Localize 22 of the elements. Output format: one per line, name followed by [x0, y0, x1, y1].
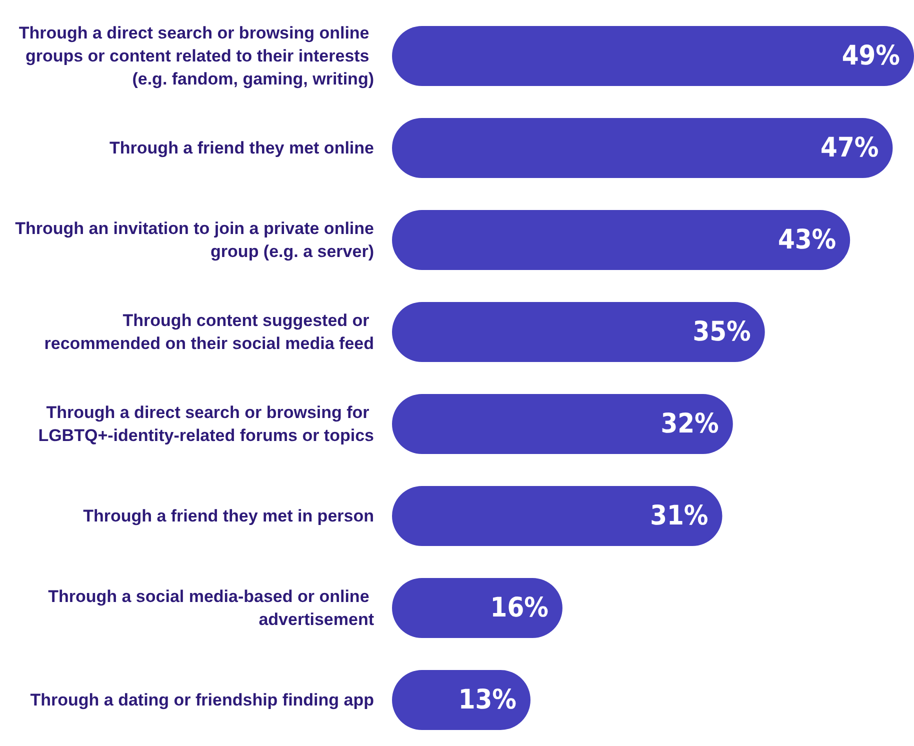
- data-label: 43%: [778, 224, 836, 256]
- y-tick-label: Through a direct search or browsing for LGBTQ+-identity-related forums or topics: [38, 403, 374, 445]
- y-tick-label: Through a friend they met online: [110, 138, 374, 158]
- data-label: 16%: [490, 592, 548, 624]
- data-label: 47%: [820, 132, 879, 164]
- bar: [392, 394, 733, 454]
- data-label: 13%: [458, 684, 516, 716]
- y-tick-label: Through an invitation to join a private online group (e.g. a server): [15, 219, 374, 261]
- data-label: 31%: [650, 500, 708, 532]
- y-tick-label: Through a social media-based or online advertisement: [48, 587, 374, 629]
- data-label: 35%: [692, 316, 751, 348]
- y-tick-label: Through a dating or friendship finding app: [30, 690, 374, 710]
- data-label: 32%: [660, 408, 719, 440]
- data-label: 49%: [842, 40, 900, 72]
- y-tick-label: Through content suggested or recommended on their social media feed: [44, 311, 374, 353]
- bar: [392, 118, 893, 178]
- bar: [392, 210, 850, 270]
- bar: [392, 302, 765, 362]
- y-tick-label: Through a friend they met in person: [83, 506, 374, 526]
- bar: [392, 486, 722, 546]
- y-tick-label: Through a direct search or browsing online groups or content related to their interests (e.g. fandom, gaming, writing): [18, 24, 374, 88]
- bar: [392, 26, 914, 86]
